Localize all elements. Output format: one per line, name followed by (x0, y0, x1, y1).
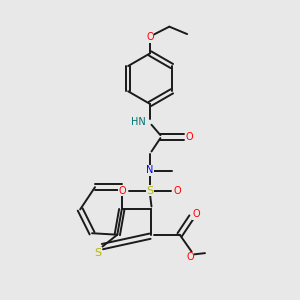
Text: S: S (146, 186, 154, 196)
Text: O: O (146, 32, 154, 42)
Text: HN: HN (131, 117, 146, 127)
Text: N: N (146, 165, 154, 175)
Text: O: O (192, 209, 200, 220)
Text: O: O (186, 252, 194, 262)
Text: O: O (186, 132, 193, 142)
Text: S: S (94, 248, 101, 257)
Text: O: O (174, 186, 182, 196)
Text: O: O (118, 186, 126, 196)
